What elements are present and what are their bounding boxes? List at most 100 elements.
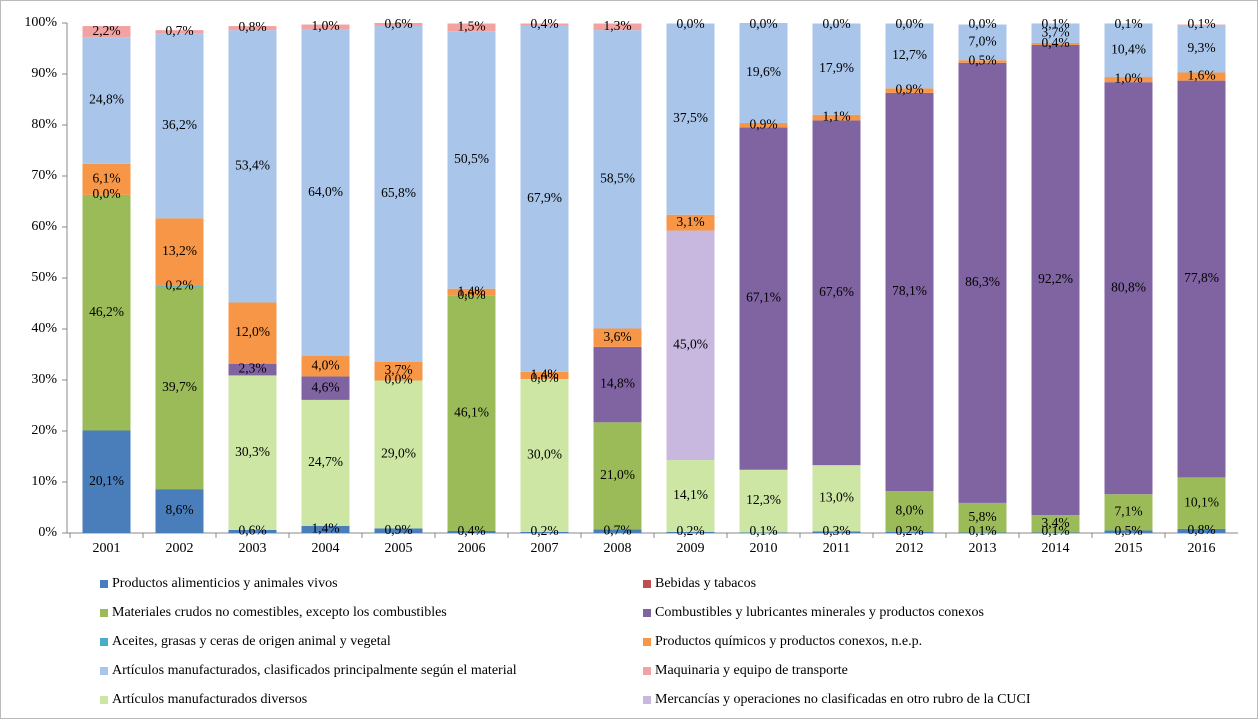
value-label: 92,2% (1038, 271, 1073, 286)
value-label: 2,2% (92, 23, 120, 38)
value-label: 12,7% (892, 47, 927, 62)
bar-segment (228, 30, 277, 303)
legend-label: Productos químicos y productos conexos, … (655, 634, 922, 649)
bar-segment (228, 302, 277, 364)
value-label: 65,8% (381, 185, 416, 200)
value-label: 19,6% (746, 64, 781, 79)
value-label: 50,5% (454, 151, 489, 166)
legend-swatch (643, 696, 651, 704)
bar-segment (593, 529, 642, 533)
value-label: 45,0% (673, 336, 708, 351)
bar-segment (301, 399, 350, 526)
value-label: 2,3% (238, 361, 266, 376)
value-label: 0,1% (1187, 16, 1215, 31)
bar-segment (374, 528, 423, 533)
bar-segment (520, 531, 569, 533)
bar-segment (228, 26, 277, 31)
bar-segment (958, 24, 1007, 61)
legend-label: Materiales crudos no comestibles, except… (112, 605, 447, 620)
value-label: 0,0% (895, 16, 923, 31)
bar-segment (155, 285, 204, 287)
y-tick-label: 70% (31, 168, 57, 183)
value-label: 8,0% (895, 503, 923, 518)
value-label: 24,8% (89, 92, 124, 107)
bar-segment (228, 363, 277, 376)
value-label: 30,3% (235, 444, 270, 459)
value-label: 20,1% (89, 473, 124, 488)
bar-segment (374, 361, 423, 381)
bar-segment (812, 120, 861, 466)
x-tick-label: 2015 (1115, 541, 1143, 556)
bar-segment (958, 502, 1007, 533)
value-label: 5,8% (968, 509, 996, 524)
x-tick-label: 2009 (677, 541, 705, 556)
value-label: 0,6% (238, 523, 266, 538)
bar-segment (812, 114, 861, 121)
bar-segment (885, 23, 934, 89)
bar-segment (228, 375, 277, 530)
x-tick-label: 2012 (896, 541, 924, 556)
bar-segment (82, 163, 131, 195)
value-label: 4,6% (311, 379, 339, 394)
bar-segment (82, 37, 131, 164)
value-label: 12,3% (746, 492, 781, 507)
value-label: 0,0% (92, 186, 120, 201)
value-label: 4,0% (311, 357, 339, 372)
bar-segment (1104, 77, 1153, 83)
bar-segment (520, 378, 569, 532)
bar-segment (1031, 515, 1080, 533)
x-tick-label: 2010 (750, 541, 778, 556)
value-label: 0,0% (968, 16, 996, 31)
value-label: 0,2% (676, 523, 704, 538)
value-label: 3,4% (1041, 515, 1069, 530)
value-label: 0,1% (1041, 523, 1069, 538)
value-label: 3,1% (676, 214, 704, 229)
bar-segment (593, 422, 642, 530)
bar-segment (447, 295, 496, 531)
value-label: 24,7% (308, 454, 343, 469)
legend-label: Productos alimenticios y animales vivos (112, 576, 338, 591)
bar-segment (812, 23, 861, 115)
bar-segment (520, 23, 569, 26)
value-label: 0,1% (1114, 16, 1142, 31)
value-label: 30,0% (527, 447, 562, 462)
bar-segment (885, 88, 934, 93)
value-label: 67,6% (819, 284, 854, 299)
value-label: 10,1% (1184, 494, 1219, 509)
bar-segment (666, 23, 715, 215)
bar-segment (155, 30, 204, 34)
bar-segment (1177, 477, 1226, 529)
value-label: 1,0% (311, 18, 339, 33)
bar-segment (958, 532, 1007, 533)
bar-segment (885, 92, 934, 492)
legend-swatch (643, 609, 651, 617)
bar-segment (739, 127, 788, 470)
bar-segment (593, 30, 642, 329)
legend-swatch (643, 638, 651, 646)
value-label: 0,0% (676, 16, 704, 31)
bar-segment (301, 356, 350, 377)
value-label: 37,5% (673, 110, 708, 125)
bar-segment (520, 25, 569, 372)
bar-segment (958, 62, 1007, 503)
value-label: 13,0% (819, 489, 854, 504)
value-label: 0,7% (165, 23, 193, 38)
value-label: 0,8% (238, 19, 266, 34)
y-tick-label: 100% (24, 15, 57, 30)
value-label: 1,5% (457, 18, 485, 33)
bar-segment (1177, 25, 1226, 73)
value-label: 7,0% (968, 33, 996, 48)
value-label: 36,2% (162, 117, 197, 132)
bar-segment (1104, 82, 1153, 495)
value-label: 14,8% (600, 376, 635, 391)
x-tick-label: 2008 (604, 541, 632, 556)
value-label: 9,3% (1187, 40, 1215, 55)
bar-segment (155, 489, 204, 533)
bar-segment (1177, 80, 1226, 478)
bar-segment (812, 465, 861, 532)
bar-segment (520, 371, 569, 379)
value-label: 0,6% (384, 16, 412, 31)
value-label: 17,9% (819, 60, 854, 75)
bar-segment (82, 430, 131, 533)
value-label: 0,0% (822, 16, 850, 31)
